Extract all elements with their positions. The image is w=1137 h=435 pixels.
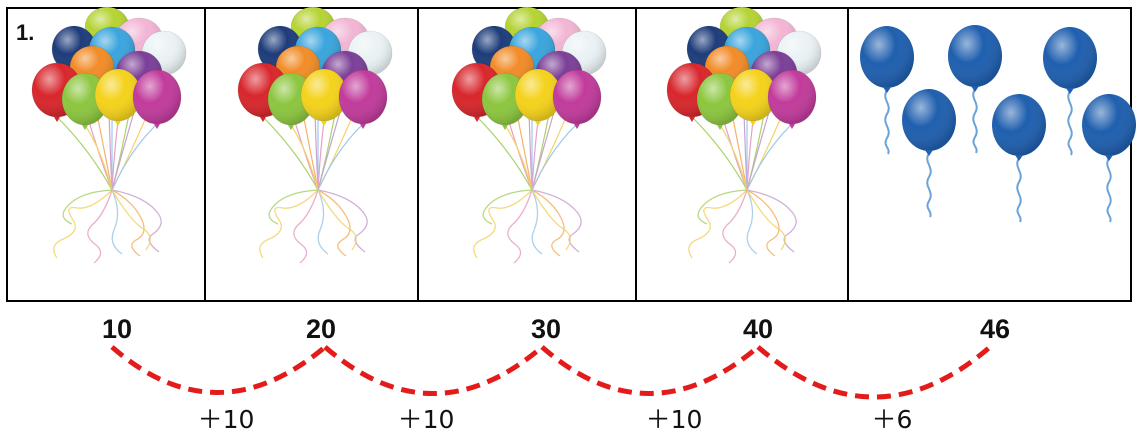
balloon-bunch-icon xyxy=(666,6,822,264)
total-label-5: 46 xyxy=(980,314,1010,344)
panel-row xyxy=(6,7,1132,302)
balloon-bunches xyxy=(31,6,822,264)
jump-arc-3 xyxy=(540,345,760,396)
blue-balloon-icon xyxy=(1043,27,1097,156)
total-label-2: 20 xyxy=(306,314,336,344)
jump-arc-1 xyxy=(110,345,327,395)
blue-balloon-icon xyxy=(992,94,1046,223)
total-label-1: 10 xyxy=(102,314,132,344)
step-label-3: ＋10 xyxy=(646,405,703,434)
blue-balloons-panel xyxy=(860,25,1136,223)
total-label-3: 30 xyxy=(531,314,561,344)
step-label-1: ＋10 xyxy=(198,405,255,434)
running-totals: 10 20 30 40 46 xyxy=(102,314,1010,344)
question-number: 1. xyxy=(16,20,34,45)
balloon-bunch-icon xyxy=(237,6,393,264)
jump-arcs xyxy=(110,345,992,400)
panel-frame xyxy=(6,7,1132,302)
step-label-2: ＋10 xyxy=(398,405,455,434)
step-labels: ＋10 ＋10 ＋10 ＋6 xyxy=(198,405,913,434)
step-label-4: ＋6 xyxy=(872,405,913,434)
jump-arc-2 xyxy=(323,345,544,396)
jump-arc-4 xyxy=(756,345,992,400)
balloon-bunch-icon xyxy=(451,6,607,264)
blue-balloon-icon xyxy=(1082,94,1136,223)
blue-balloon-icon xyxy=(902,89,956,218)
blue-balloon-icon xyxy=(860,26,914,155)
balloon-bunch-icon xyxy=(31,6,187,264)
blue-balloon-icon xyxy=(948,25,1002,154)
total-label-4: 40 xyxy=(743,314,773,344)
